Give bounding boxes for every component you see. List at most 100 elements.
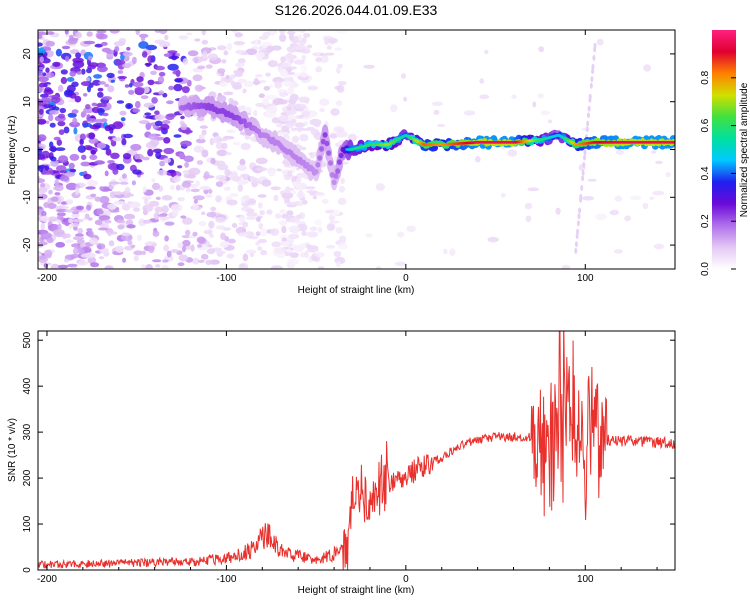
heatmap-cell [262,97,269,106]
heatmap-cell [337,197,347,205]
heatmap-cell [40,222,45,231]
heatmap-cell [158,30,168,35]
heatmap-cell [294,59,305,65]
heatmap-cell [141,51,148,58]
heatmap-cell [315,57,322,63]
heatmap-cell [44,165,50,171]
heatmap-cell [232,141,241,146]
heatmap-cell [243,80,254,88]
heatmap-cell [55,241,66,248]
heatmap-cell [98,81,106,85]
heatmap-cell [162,120,171,124]
heatmap-cell [97,227,109,231]
heatmap-cell [580,184,584,191]
heatmap-cell [84,252,96,259]
heatmap-cell [148,133,157,140]
heatmap-cell [121,138,127,146]
heatmap-cell [312,195,318,200]
heatmap-cell [113,41,126,47]
heatmap-cell [152,182,160,191]
heatmap-cell [38,153,46,160]
heatmap-cell [576,228,580,235]
heatmap-cell [173,175,181,183]
heatmap-cell [83,93,88,97]
heatmap-cell [192,203,199,210]
heatmap-cell [239,264,246,268]
heatmap-cell [403,96,408,102]
heatmap-cell [239,215,246,224]
heatmap-cell [161,205,169,214]
heatmap-cell [154,120,163,127]
heatmap-cell [330,224,336,230]
heatmap-cell [288,225,300,232]
x-tick-label: 100 [577,574,594,585]
heatmap-cell [164,235,169,242]
heatmap-cell [326,45,332,50]
heatmap-cell [237,184,243,192]
heatmap-cell [107,232,112,237]
heatmap-cell [322,132,328,138]
colorbar-strip [712,30,736,269]
heatmap-cell [241,118,247,124]
y-tick-label: 10 [22,96,33,108]
heatmap-cell [87,62,99,68]
heatmap-cell [105,148,112,156]
heatmap-cell [67,112,77,118]
heatmap-cell [114,46,120,52]
heatmap-cell [149,139,160,147]
heatmap-cell [132,169,142,175]
heatmap-cell [231,30,239,34]
heatmap-cell [288,33,294,41]
heatmap-cell [107,160,115,164]
heatmap-cell [257,202,263,209]
heatmap-cell [74,95,82,103]
heatmap-cell [205,194,213,198]
heatmap-cell [157,76,165,84]
heatmap-cell [159,160,166,167]
heatmap-cell [164,221,175,226]
heatmap-cell [288,233,300,239]
heatmap-cell [234,32,243,38]
heatmap-cell [107,203,118,210]
heatmap-cell [278,99,288,105]
heatmap-cell [89,124,101,130]
heatmap-cell [87,256,97,265]
heatmap-cell [71,213,80,218]
heatmap-cell [216,149,228,157]
heatmap-cell [213,135,223,144]
colorbar-ticks: 0.0 0.2 0.4 0.6 0.8 [700,70,736,276]
heatmap-cell [281,213,289,219]
heatmap-cell [579,193,583,200]
heatmap-cell [208,220,215,229]
heatmap-cell [190,244,195,252]
heatmap-cell [126,224,136,229]
heatmap-cell [226,43,233,51]
heatmap-cell [587,105,591,112]
heatmap-cell [209,259,221,265]
heatmap-cell [593,42,597,49]
heatmap-cell [237,232,250,237]
heatmap-cell [147,148,154,157]
heatmap-cell [38,118,47,125]
heatmap-cell [38,193,43,198]
heatmap-cell [307,44,313,49]
heatmap-cell [266,45,274,53]
heatmap-cell [299,133,309,142]
heatmap-cell [585,126,589,133]
heatmap-cell [158,41,171,48]
heatmap-cell [134,159,143,163]
heatmap-cell [121,203,131,211]
heatmap-cell [201,211,206,215]
heatmap-cell [210,206,217,212]
x-tick-label: 0 [403,273,409,284]
heatmap-cell [199,125,208,129]
heatmap-cell [274,81,283,89]
heatmap-cell [193,145,205,153]
heatmap-cell [236,179,249,185]
y-tick-label: 0 [22,146,33,152]
heatmap-cell [324,209,335,214]
heatmap-cell [55,48,63,57]
heatmap-cell [185,186,191,193]
heatmap-cell [73,127,78,135]
